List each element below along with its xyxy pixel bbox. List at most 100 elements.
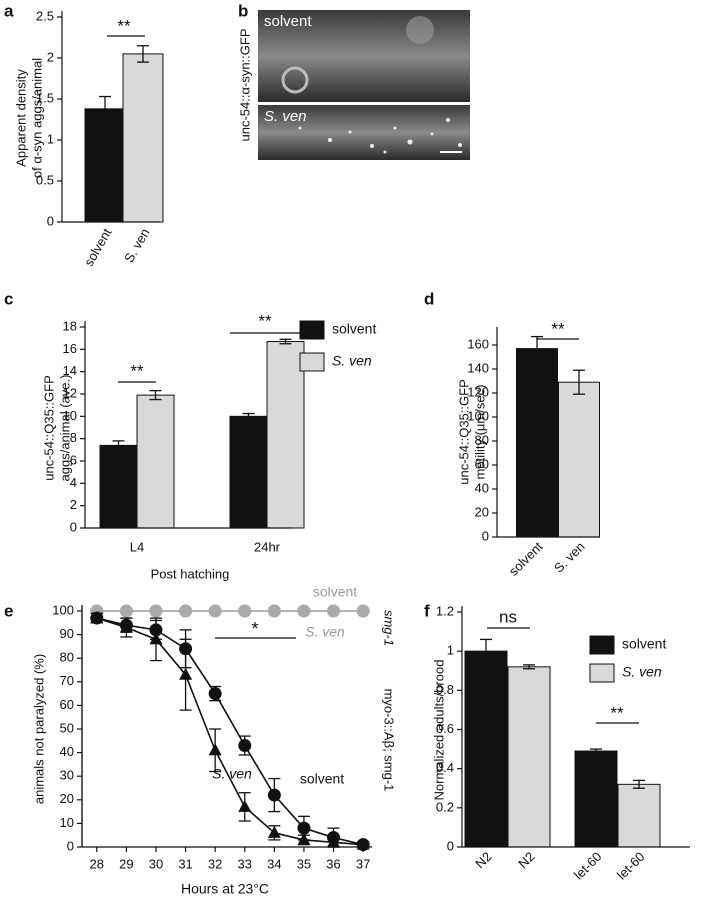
y-tick-label: 0.4 — [436, 760, 454, 775]
y-tick-label: 60 — [60, 697, 74, 712]
x-tick-label: S. ven — [121, 226, 152, 265]
significance: * — [251, 619, 258, 639]
x-tick-label: 36 — [326, 856, 340, 871]
panel-letter: f — [424, 601, 430, 620]
y-tick-label: 0 — [70, 519, 77, 534]
error-bar — [149, 389, 162, 401]
x-tick-label: let-60 — [614, 849, 648, 883]
y-tick-label: 20 — [60, 791, 74, 806]
series-line — [96, 617, 364, 846]
marker — [267, 788, 281, 802]
y-tick-label: 100 — [467, 408, 489, 423]
panel-letter: e — [4, 601, 13, 620]
y-tick-label: 60 — [475, 456, 489, 471]
y-tick-label: 10 — [63, 408, 77, 423]
error-bar — [99, 95, 111, 122]
y-tick-label: 30 — [60, 768, 74, 783]
significance: ** — [610, 703, 624, 722]
marker — [267, 604, 281, 618]
marker — [179, 642, 193, 656]
y-tick-label: 18 — [63, 318, 77, 333]
aggregates — [298, 118, 462, 154]
strain-label: smg-1 — [382, 610, 397, 646]
bar — [507, 666, 551, 848]
error-bar — [573, 369, 585, 395]
y-tick-label: 0 — [447, 838, 454, 853]
x-tick-label: 32 — [208, 856, 222, 871]
series-line — [96, 617, 364, 846]
bar — [558, 381, 600, 538]
y-tick-label: 0.2 — [436, 799, 454, 814]
y-axis-label: Apparent density — [13, 69, 28, 167]
bar — [84, 108, 126, 223]
series-label: S. ven — [305, 624, 345, 640]
y-tick-label: 80 — [60, 650, 74, 665]
error-bar — [112, 440, 125, 451]
panel-letter: b — [238, 1, 248, 20]
bar — [99, 444, 138, 529]
y-tick-label: 14 — [63, 363, 77, 378]
significance: ** — [130, 361, 144, 380]
y-tick-label: 1 — [447, 643, 454, 658]
y-tick-label: 80 — [475, 432, 489, 447]
x-tick-label: N2 — [472, 849, 494, 871]
panel-letter: c — [4, 289, 13, 308]
series-label: solvent — [300, 771, 344, 787]
y-tick-label: 90 — [60, 626, 74, 641]
y-axis-label: of α-syn aggs/animal — [29, 58, 44, 178]
error-bar — [242, 412, 255, 420]
error-bar — [137, 45, 149, 63]
bar — [266, 341, 305, 529]
y-tick-label: 0 — [482, 528, 489, 543]
marker — [327, 831, 341, 845]
image-label: S. ven — [264, 108, 307, 125]
image-bottom — [258, 105, 470, 160]
y-axis-label: unc-54::α-syn::GFP — [237, 29, 252, 142]
marker — [119, 604, 133, 618]
marker — [297, 821, 311, 835]
series-label: solvent — [313, 584, 357, 600]
x-tick-label: solvent — [506, 539, 546, 579]
marker — [238, 739, 252, 753]
legend-swatch — [589, 663, 615, 683]
marker — [208, 604, 222, 618]
y-tick-label: 40 — [475, 480, 489, 495]
y-tick-label: 70 — [60, 673, 74, 688]
y-tick-label: 6 — [70, 452, 77, 467]
marker — [119, 618, 133, 632]
bar — [617, 783, 661, 848]
y-tick-label: 2 — [70, 497, 77, 512]
x-tick-label: N2 — [515, 849, 537, 871]
y-axis-label: unc-54::Q35::GFP — [41, 375, 56, 481]
error-bar — [480, 638, 492, 664]
marker — [356, 604, 370, 618]
significance: ns — [499, 607, 517, 626]
error-bar — [531, 335, 543, 362]
significance: ** — [551, 319, 565, 338]
y-tick-label: 1.5 — [36, 90, 54, 105]
y-tick-label: 0.5 — [36, 172, 54, 187]
y-tick-label: 12 — [63, 385, 77, 400]
y-axis-label: animals not paralyzed (%) — [31, 654, 46, 804]
significance: ** — [258, 311, 272, 330]
panel-letter: d — [424, 289, 434, 308]
x-tick-label: 33 — [238, 856, 252, 871]
y-tick-label: 140 — [467, 360, 489, 375]
y-tick-label: 10 — [60, 815, 74, 830]
panel-letter: a — [4, 1, 14, 20]
legend-label: solvent — [332, 321, 376, 337]
legend-label: S. ven — [622, 664, 662, 680]
marker — [327, 604, 341, 618]
x-tick-label: 31 — [178, 856, 192, 871]
x-tick-label: 29 — [119, 856, 133, 871]
y-axis-label: unc-54::Q35::GFP — [456, 379, 471, 485]
image-top — [258, 10, 470, 102]
series-label: S. ven — [212, 766, 252, 782]
bar — [574, 750, 618, 848]
legend-label: S. ven — [332, 353, 372, 369]
legend-swatch — [299, 352, 325, 372]
x-tick-label: 35 — [297, 856, 311, 871]
y-tick-label: 16 — [63, 341, 77, 356]
legend-label: solvent — [622, 636, 666, 652]
y-tick-label: 0 — [67, 838, 74, 853]
